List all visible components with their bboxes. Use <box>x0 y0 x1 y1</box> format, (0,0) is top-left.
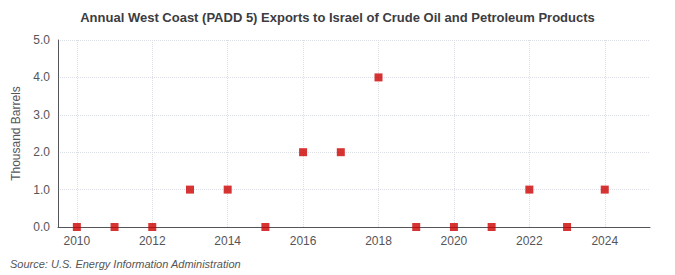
svg-text:Annual West Coast (PADD 5) Exp: Annual West Coast (PADD 5) Exports to Is… <box>80 10 595 25</box>
svg-text:2022: 2022 <box>516 234 543 248</box>
svg-text:4.0: 4.0 <box>33 70 50 84</box>
svg-text:2024: 2024 <box>591 234 618 248</box>
svg-text:2020: 2020 <box>441 234 468 248</box>
svg-text:3.0: 3.0 <box>33 108 50 122</box>
svg-text:2010: 2010 <box>64 234 91 248</box>
svg-text:2016: 2016 <box>290 234 317 248</box>
svg-text:2018: 2018 <box>365 234 392 248</box>
svg-text:2012: 2012 <box>139 234 166 248</box>
svg-text:1.0: 1.0 <box>33 183 50 197</box>
svg-text:2.0: 2.0 <box>33 145 50 159</box>
svg-text:Thousand Barrels: Thousand Barrels <box>9 86 23 181</box>
svg-text:5.0: 5.0 <box>33 33 50 47</box>
svg-text:Source: U.S. Energy Informatio: Source: U.S. Energy Information Administ… <box>10 258 241 270</box>
svg-text:0.0: 0.0 <box>33 220 50 234</box>
svg-text:2014: 2014 <box>214 234 241 248</box>
